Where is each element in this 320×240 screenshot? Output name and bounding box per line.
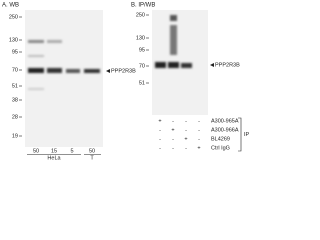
lane-label: 15: [51, 148, 57, 154]
ip-mark: +: [184, 136, 187, 142]
ip-mark: -: [172, 145, 174, 151]
marker-label: 250: [136, 12, 145, 18]
lane-label: 50: [33, 148, 39, 154]
target-label: PPP2R3B: [215, 62, 240, 68]
marker-label: 70: [139, 63, 145, 69]
panel-label: B. IP/WB: [131, 3, 155, 9]
ip-mark: -: [185, 118, 187, 124]
ip-mark: -: [198, 127, 200, 133]
bands-b: [155, 15, 192, 68]
target-label: PPP2R3B: [111, 68, 136, 74]
ip-antibody: A300-966A: [211, 127, 239, 133]
ip-mark: -: [159, 127, 161, 133]
ip-mark: +: [197, 145, 200, 151]
marker-label: 95: [12, 49, 18, 55]
ip-group: IP: [244, 132, 250, 138]
ip-mark: -: [185, 127, 187, 133]
marker-label: 28: [12, 114, 18, 120]
ip-antibody: Ctrl IgG: [211, 145, 230, 151]
target-arrow: [106, 69, 110, 73]
ip-mark: -: [185, 145, 187, 151]
ip-mark: -: [198, 136, 200, 142]
ip-mark: +: [171, 127, 174, 133]
ip-mark: -: [172, 136, 174, 142]
ip-mark: -: [159, 136, 161, 142]
ip-mark: -: [172, 118, 174, 124]
target-arrow: [210, 63, 214, 67]
marker-label: 95: [139, 47, 145, 53]
marker-label: 70: [12, 67, 18, 73]
panel-label: A. WB: [2, 3, 19, 9]
ip-antibody: BL4269: [211, 136, 230, 142]
ip-mark: -: [159, 145, 161, 151]
figure: A. WB 250 130 95 70 51 38 28 19 PPP2R3B 50 15 5 50 HeL…: [2, 3, 250, 161]
marker-label: 51: [139, 80, 145, 86]
marker-label: 51: [12, 83, 18, 89]
ip-bracket: [238, 117, 242, 152]
bands-a: [28, 40, 100, 90]
marker-label: 130: [136, 35, 145, 41]
marker-label: 38: [12, 97, 18, 103]
sample-label: T: [90, 155, 94, 161]
lane-label: 50: [89, 148, 95, 154]
ip-mark: +: [158, 118, 161, 124]
lane-label: 5: [70, 148, 73, 154]
sample-label: HeLa: [47, 155, 61, 161]
marker-label: 250: [9, 14, 18, 20]
marker-label: 130: [9, 37, 18, 43]
ip-antibody: A300-965A: [211, 118, 239, 124]
marker-label: 19: [12, 133, 18, 139]
blot-a: [25, 10, 103, 147]
ip-mark: -: [198, 118, 200, 124]
